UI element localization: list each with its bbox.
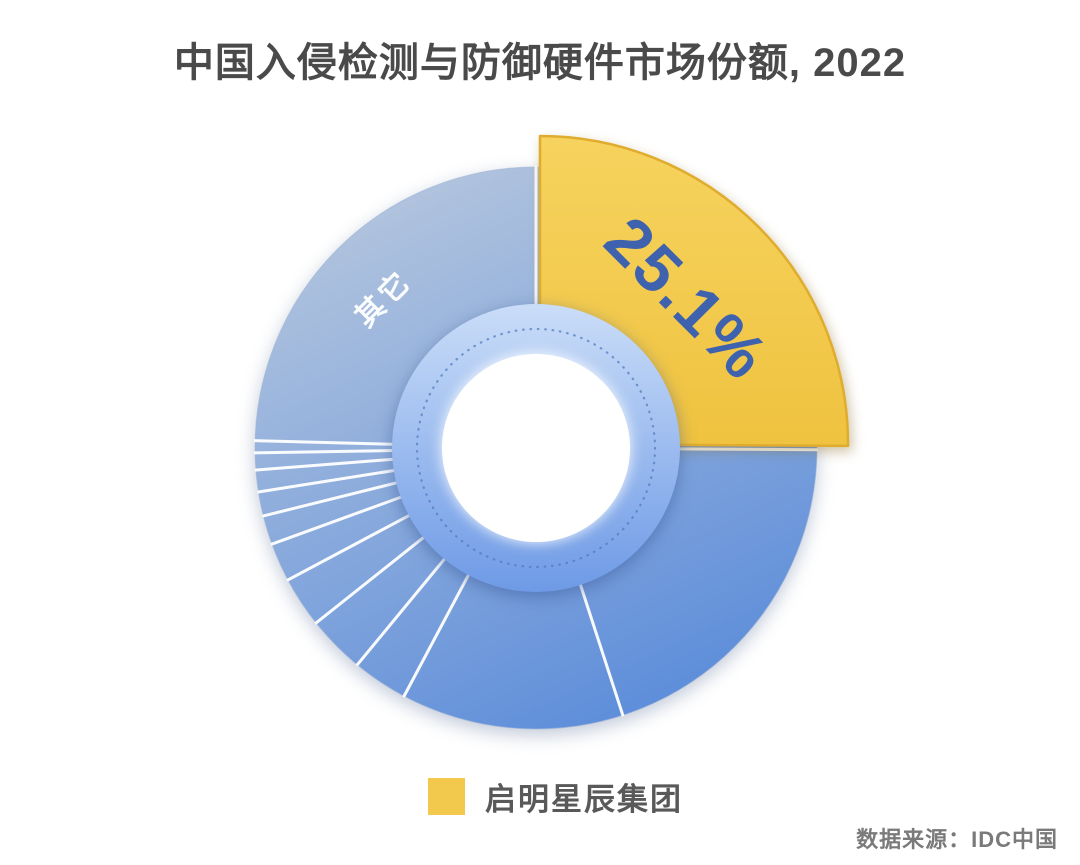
legend-swatch-venustech: [428, 778, 465, 815]
dotted-ring: [415, 327, 657, 569]
donut-hole: [442, 354, 630, 542]
legend-label-venustech: 启明星辰集团: [485, 782, 683, 817]
page-title: 中国入侵检测与防御硬件市场份额, 2022: [173, 41, 907, 85]
data-source-note: 数据来源：IDC中国: [856, 827, 1058, 852]
legend: 启明星辰集团: [428, 774, 683, 819]
